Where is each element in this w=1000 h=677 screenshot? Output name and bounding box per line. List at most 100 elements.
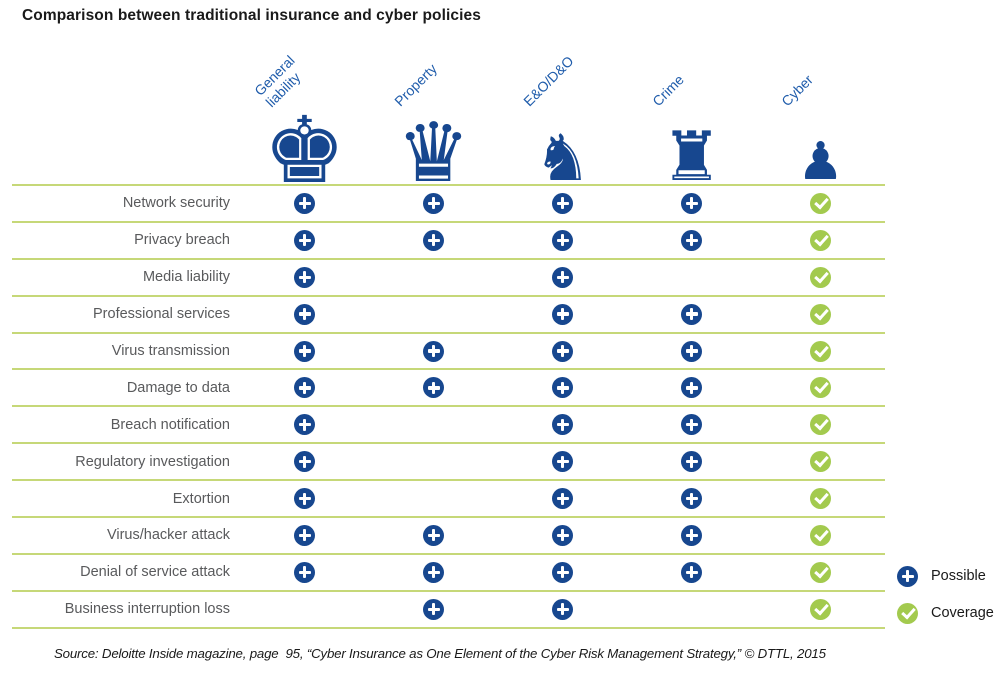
coverage-cell <box>756 488 885 510</box>
plus-icon <box>681 488 702 510</box>
check-icon <box>810 303 831 325</box>
coverage-cell <box>369 192 498 214</box>
coverage-cell <box>627 451 756 473</box>
column-header-label: Cyber <box>777 71 816 110</box>
coverage-cell <box>240 488 369 510</box>
plus-icon <box>552 303 573 325</box>
coverage-cell <box>498 340 627 362</box>
row-label: Damage to data <box>126 379 230 396</box>
coverage-cell <box>756 414 885 436</box>
row-label: Business interruption loss <box>64 601 230 618</box>
check-icon <box>810 561 831 583</box>
coverage-cell <box>240 303 369 325</box>
coverage-cell <box>756 340 885 362</box>
coverage-cell <box>240 192 369 214</box>
header-spacer <box>12 34 240 182</box>
coverage-cell <box>498 488 627 510</box>
queen-chess-icon: ♛ <box>396 106 471 201</box>
plus-icon <box>294 561 315 583</box>
coverage-cell <box>498 414 627 436</box>
column-header-eo-do: E&O/D&O ♞ <box>498 34 627 191</box>
row-label: Professional services <box>93 306 230 323</box>
check-icon <box>810 488 831 510</box>
coverage-cell <box>498 377 627 399</box>
coverage-cell <box>627 340 756 362</box>
row-label: Breach notification <box>110 416 230 433</box>
table-row: Regulatory investigation <box>12 442 885 479</box>
knight-chess-icon: ♞ <box>533 122 592 196</box>
plus-icon <box>423 598 444 620</box>
table-row: Extortion <box>12 479 885 516</box>
coverage-cell <box>756 598 885 620</box>
plus-icon <box>423 377 444 399</box>
plus-icon <box>552 598 573 620</box>
coverage-cell <box>756 561 885 583</box>
table-row: Business interruption loss <box>12 589 885 627</box>
source-note: Source: Deloitte Inside magazine, page 9… <box>54 646 826 661</box>
plus-icon <box>423 340 444 362</box>
plus-icon <box>294 192 315 214</box>
page-title: Comparison between traditional insurance… <box>22 7 481 24</box>
table-row: Professional services <box>12 294 885 332</box>
column-header-general-liability: General liability ♚ <box>240 34 369 197</box>
row-label: Extortion <box>172 490 230 507</box>
table-row: Damage to data <box>12 368 885 405</box>
table-row: Privacy breach <box>12 220 885 258</box>
plus-icon <box>897 565 918 587</box>
coverage-cell <box>498 524 627 546</box>
row-label: Virus/hacker attack <box>106 527 230 544</box>
table-row: Breach notification <box>12 405 885 442</box>
legend-item: Possible <box>897 558 994 595</box>
coverage-cell <box>498 192 627 214</box>
coverage-cell <box>240 266 369 288</box>
coverage-cell <box>240 451 369 473</box>
plus-icon <box>681 377 702 399</box>
coverage-cell <box>627 414 756 436</box>
plus-icon <box>552 229 573 251</box>
plus-icon <box>294 524 315 546</box>
coverage-cell <box>498 451 627 473</box>
plus-icon <box>423 192 444 214</box>
check-icon <box>810 414 831 436</box>
plus-icon <box>423 229 444 251</box>
legend-label: Possible <box>931 568 986 585</box>
table-row: Virus/hacker attack <box>12 516 885 553</box>
row-label: Privacy breach <box>134 232 230 249</box>
plus-icon <box>294 488 315 510</box>
coverage-cell <box>240 340 369 362</box>
check-icon <box>810 598 831 620</box>
legend-label: Coverage <box>931 605 994 622</box>
plus-icon <box>681 524 702 546</box>
coverage-cell <box>627 377 756 399</box>
plus-icon <box>294 303 315 325</box>
king-chess-icon: ♚ <box>263 97 346 204</box>
legend-item: Coverage <box>897 595 994 632</box>
plus-icon <box>294 414 315 436</box>
coverage-cell <box>369 598 498 620</box>
coverage-cell <box>627 524 756 546</box>
coverage-cell <box>756 266 885 288</box>
coverage-cell <box>240 377 369 399</box>
pawn-chess-icon: ♟ <box>797 132 844 192</box>
row-label: Media liability <box>142 269 230 286</box>
coverage-cell <box>498 303 627 325</box>
plus-icon <box>681 414 702 436</box>
check-icon <box>810 266 831 288</box>
check-icon <box>810 340 831 362</box>
coverage-cell <box>498 598 627 620</box>
coverage-cell <box>756 524 885 546</box>
check-icon <box>810 229 831 251</box>
coverage-cell <box>627 303 756 325</box>
check-icon <box>810 377 831 399</box>
column-header-crime: Crime ♜ <box>627 34 756 192</box>
plus-icon <box>681 229 702 251</box>
row-label: Network security <box>122 195 230 212</box>
plus-icon <box>294 340 315 362</box>
plus-icon <box>552 524 573 546</box>
legend: Possible Coverage <box>897 558 994 632</box>
coverage-cell <box>756 451 885 473</box>
plus-icon <box>552 488 573 510</box>
column-header-property: Property ♛ <box>369 34 498 195</box>
check-icon <box>897 602 918 624</box>
